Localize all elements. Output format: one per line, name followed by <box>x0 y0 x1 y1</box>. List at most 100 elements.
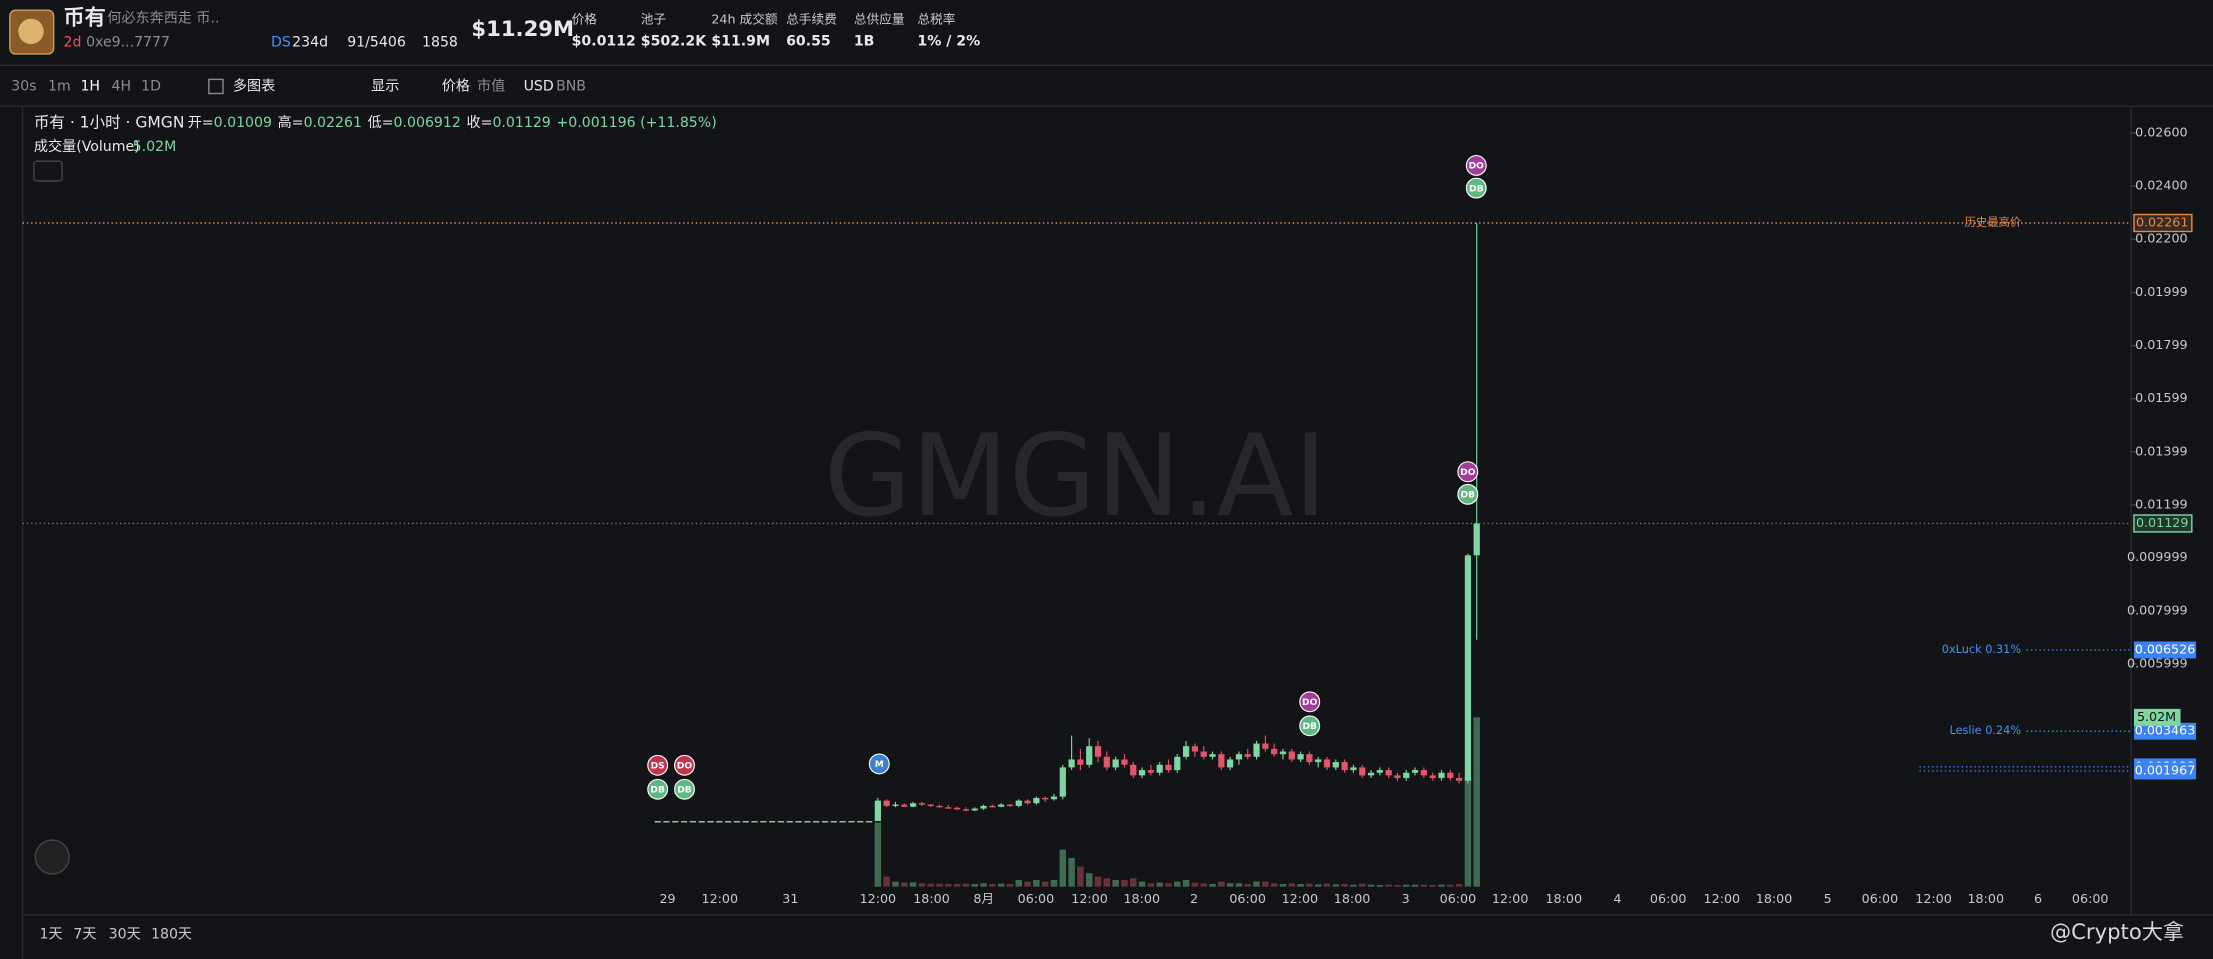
volume-bar <box>1350 884 1357 887</box>
event-marker[interactable] <box>1299 691 1321 713</box>
event-marker[interactable] <box>1457 461 1479 483</box>
candle-body <box>1376 770 1383 773</box>
candle-body <box>1456 778 1463 781</box>
candle-body <box>813 821 820 823</box>
stat-value: 1% / 2% <box>917 33 980 49</box>
candle-body <box>1429 775 1436 779</box>
volume-bar <box>1262 881 1269 887</box>
holder-tag-label: 0.003463 <box>2135 723 2196 738</box>
x-tick-label: 12:00 <box>1071 891 1108 906</box>
token-address[interactable]: 0xe9...7777 <box>86 35 170 51</box>
candle-body <box>1077 759 1084 765</box>
collapse-button[interactable] <box>33 160 63 182</box>
volume-bar <box>1112 879 1119 887</box>
volume-bar <box>1130 878 1137 887</box>
token-logo-face <box>18 18 44 45</box>
ohlc-key: 开= <box>188 115 214 131</box>
candle-body <box>927 804 934 806</box>
ds-badge: DS <box>271 35 291 51</box>
holder-tag-label: 0.006526 <box>2135 641 2196 656</box>
volume-bar <box>1138 881 1146 887</box>
event-marker[interactable] <box>1465 155 1487 176</box>
volume-bar <box>1244 883 1251 887</box>
event-marker[interactable] <box>1457 483 1479 505</box>
y-tick-label: 0.005999 <box>2127 655 2188 670</box>
candle-body <box>1306 754 1313 763</box>
interval[interactable]: 1D <box>141 78 161 94</box>
event-marker[interactable] <box>674 778 695 800</box>
ohlc-key: 高= <box>278 114 304 131</box>
y-tick-label: 0.02200 <box>2135 231 2187 246</box>
volume-bar <box>1297 883 1304 887</box>
volume-bar <box>1041 881 1049 887</box>
event-marker-label: DB <box>1302 721 1317 732</box>
candle-body <box>1403 772 1410 779</box>
volume-bar <box>1438 884 1445 887</box>
interval[interactable]: 30s <box>11 78 36 94</box>
candle-body <box>1042 797 1049 800</box>
price-toggle[interactable]: 价格 <box>442 78 470 94</box>
range-button[interactable]: 1天 <box>40 927 63 943</box>
volume-bar <box>936 883 943 887</box>
event-marker[interactable] <box>674 754 695 776</box>
token-desc: 何必东奔西走 币.. <box>107 11 219 27</box>
x-tick-label: 18:00 <box>1334 891 1371 906</box>
interval[interactable]: 4H <box>111 78 131 94</box>
market-cap: $11.29M <box>471 16 574 41</box>
candle-body <box>839 821 846 823</box>
candle-body <box>751 821 758 823</box>
event-marker[interactable] <box>647 778 669 800</box>
x-tick-label: 6 <box>2034 891 2042 906</box>
range-button[interactable]: 7天 <box>73 927 96 943</box>
event-marker[interactable] <box>868 753 890 775</box>
y-tick-label: 0.01599 <box>2135 390 2187 405</box>
stat-label: 池子 <box>641 12 667 27</box>
candle-body <box>1191 746 1199 752</box>
candle-body <box>1438 772 1445 779</box>
event-marker[interactable] <box>647 754 669 776</box>
footer-watermark: @Crypto大拿 <box>2050 919 2184 944</box>
multi-chart[interactable]: 多图表 <box>233 77 275 94</box>
event-marker[interactable] <box>1299 715 1321 737</box>
range-button[interactable]: 180天 <box>151 927 192 943</box>
event-marker-label: DO <box>1469 161 1485 172</box>
event-marker[interactable] <box>1465 177 1487 199</box>
volume-bar <box>1376 884 1384 887</box>
interval[interactable]: 1m <box>48 78 71 94</box>
candle-body <box>909 803 917 807</box>
event-marker-label: DO <box>1302 697 1318 708</box>
volume-bar <box>927 883 934 887</box>
event-marker-label: DB <box>1461 490 1476 501</box>
candle-body <box>1473 523 1480 556</box>
mcap-toggle[interactable]: 市值 <box>477 77 505 94</box>
event-marker-label: DB <box>1469 183 1484 194</box>
tv-logo[interactable] <box>34 839 70 875</box>
y-tick-label: 0.01799 <box>2135 337 2187 352</box>
interval[interactable]: 1H <box>80 78 100 94</box>
display-menu[interactable]: 显示 <box>371 78 399 94</box>
bnb-toggle[interactable]: BNB <box>556 78 586 94</box>
volume-bar <box>945 883 952 887</box>
volume-bar <box>953 883 961 887</box>
range-button[interactable]: 30天 <box>109 927 141 943</box>
candle-body <box>883 800 890 806</box>
token-age: 2d <box>64 35 82 51</box>
candle-body <box>1271 748 1278 755</box>
volume-bar <box>971 883 978 887</box>
x-tick-label: 06:00 <box>1229 891 1266 906</box>
y-tick-label: 0.007999 <box>2127 602 2188 617</box>
candle-body <box>1006 804 1014 806</box>
volume-bar <box>1314 884 1322 887</box>
candle-body <box>1350 767 1357 771</box>
y-tick-label: 0.01399 <box>2135 443 2187 458</box>
candle-body <box>901 804 908 807</box>
x-tick-label: 5 <box>1824 891 1832 906</box>
multi-checkbox[interactable] <box>208 78 224 95</box>
candle-body <box>1200 751 1207 757</box>
candle-body <box>733 821 741 823</box>
x-tick-label: 12:00 <box>1704 891 1741 906</box>
usd-toggle[interactable]: USD <box>524 78 554 94</box>
candle-body <box>1165 764 1172 771</box>
volume-bar <box>1218 881 1225 887</box>
